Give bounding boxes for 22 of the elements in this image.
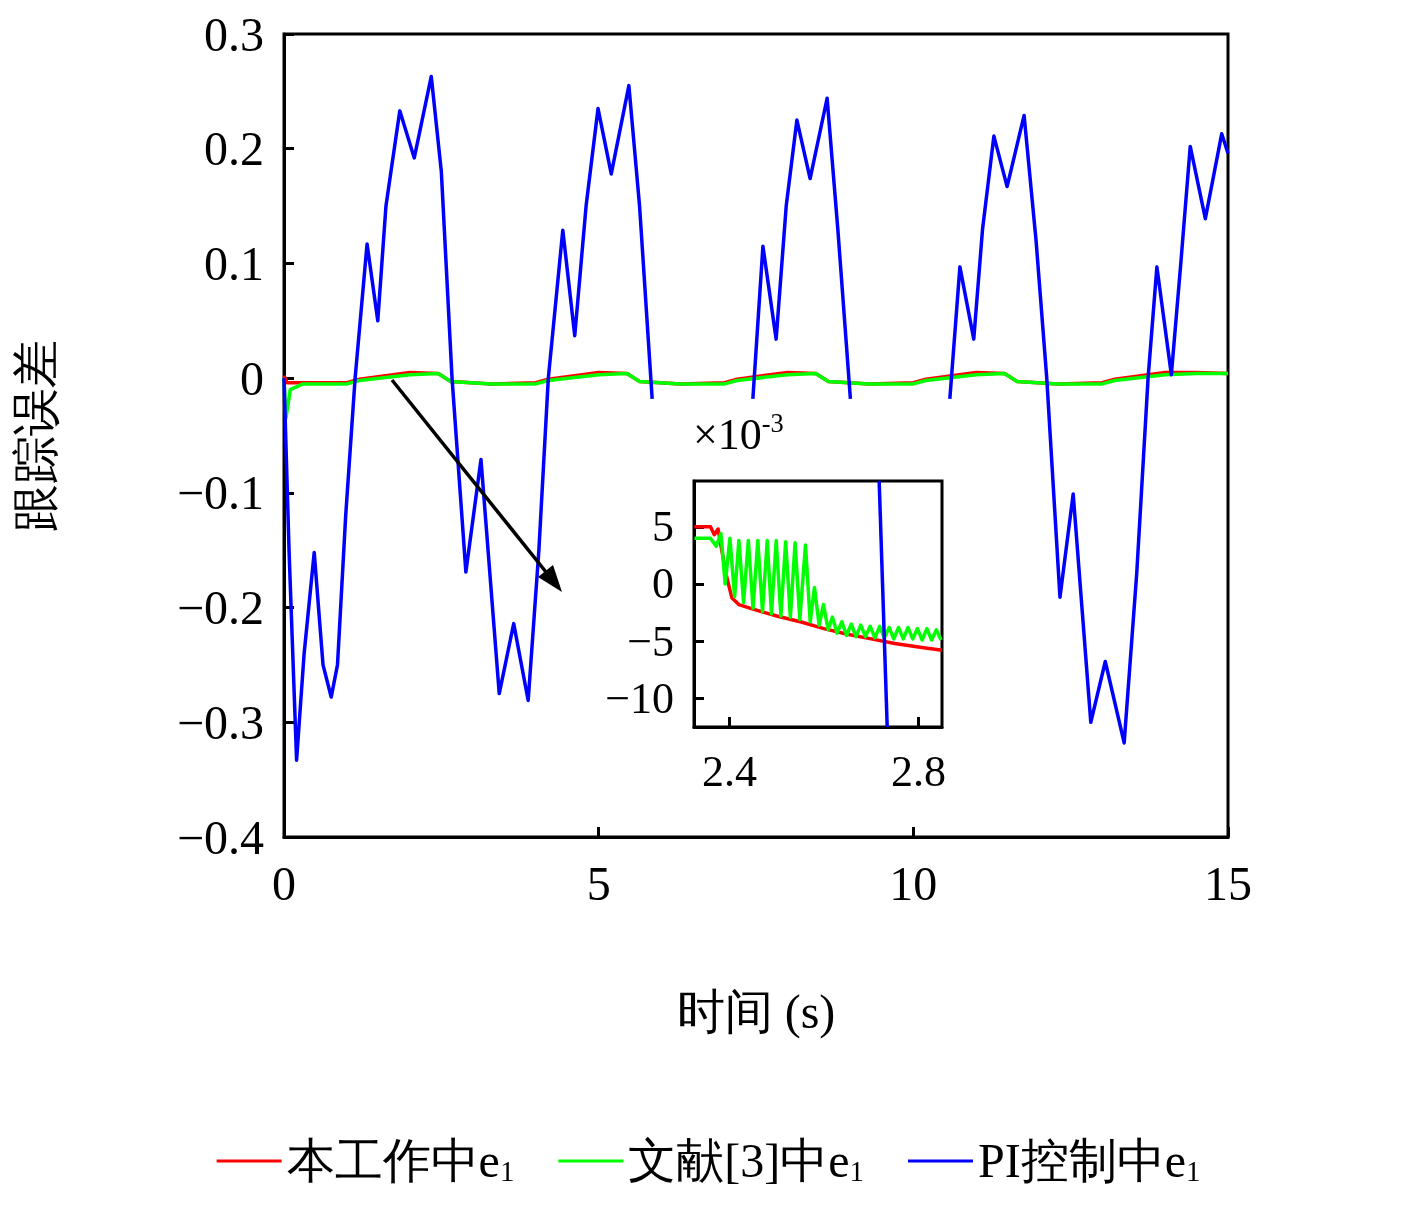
y-tick-label: −0.2 <box>176 581 264 635</box>
x-tick-label: 10 <box>889 856 938 910</box>
y-tick-label: 0 <box>652 559 674 609</box>
y-tick-label: −5 <box>627 616 674 666</box>
x-axis-title: 时间 (s) <box>676 984 836 1039</box>
legend-label: PI控制中e1 <box>978 1134 1201 1188</box>
y-tick-label: 0.2 <box>204 122 264 176</box>
x-tick-label: 5 <box>586 856 611 910</box>
y-tick-label: −0.3 <box>176 695 264 749</box>
y-tick-label: −0.4 <box>176 810 264 864</box>
y-tick-label: 5 <box>652 502 674 552</box>
y-tick-label: 0 <box>240 351 264 405</box>
x-tick-label: 2.8 <box>890 746 946 796</box>
y-tick-label: 0.3 <box>204 7 264 61</box>
x-tick-label: 15 <box>1204 856 1252 910</box>
legend-label: 本工作中e1 <box>286 1134 515 1188</box>
y-axis-title: 跟踪误差 <box>8 339 62 532</box>
y-tick-label: 0.1 <box>204 236 264 290</box>
y-tick-label: −10 <box>605 673 674 723</box>
x-tick-label: 2.4 <box>701 746 757 796</box>
y-tick-label: −0.1 <box>176 466 264 520</box>
legend-label: 文献[3]中e1 <box>628 1134 864 1188</box>
